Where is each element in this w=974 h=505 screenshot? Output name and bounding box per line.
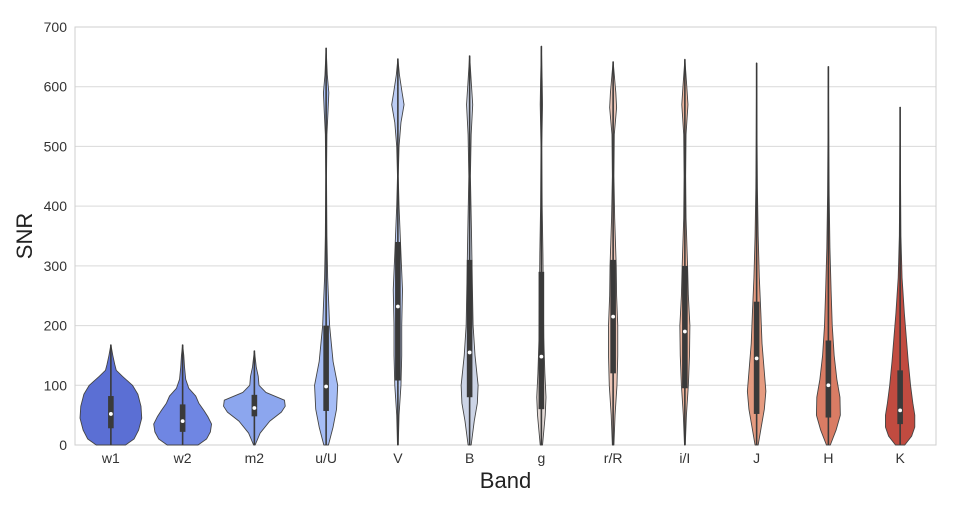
violin-median [324,384,329,389]
violin-i-I [679,58,691,446]
violin-median [108,412,113,416]
x-axis-label: Band [480,468,531,493]
x-tick-label: u/U [315,450,337,466]
violin-median [395,304,400,309]
y-tick-label: 400 [44,198,68,214]
violin-median [898,408,903,413]
violin-m2 [223,350,286,446]
violin-iqr [825,340,832,418]
y-tick-label: 600 [44,79,68,95]
plot-frame [74,26,937,446]
violin-iqr [682,265,688,389]
x-tick-label: w1 [101,450,120,466]
y-tick-label: 0 [59,437,67,453]
violin-iqr [251,394,258,417]
violin-K [885,106,916,446]
y-tick-label: 500 [44,138,68,154]
x-tick-label: K [895,450,905,466]
violin-w1 [79,344,143,446]
x-tick-label: m2 [245,450,265,466]
violin-iqr [179,404,186,432]
violin-u-U [314,47,339,446]
violin-iqr [323,325,329,411]
violin-median [180,419,185,424]
y-tick-label: 700 [44,19,68,35]
y-axis-label: SNR [12,213,37,259]
x-tick-label: V [393,450,403,466]
x-tick-label: H [823,450,833,466]
violin-median [252,406,257,410]
x-tick-label: B [465,450,474,466]
violin-median [754,356,759,361]
violin-iqr [897,370,903,425]
x-tick-label: g [537,450,545,466]
violin-median [611,314,616,319]
violin-H [815,65,841,446]
x-tick-label: J [753,450,760,466]
violin-g [536,45,547,446]
violin-median [539,354,544,359]
gridlines [75,26,936,446]
violin-w2 [153,344,212,446]
y-tick-label: 100 [44,377,68,393]
x-tick-label: w2 [173,450,192,466]
violin-r-R [608,61,619,446]
y-tick-label: 300 [44,258,68,274]
x-tick-label: r/R [604,450,623,466]
y-tick-label: 200 [44,318,68,334]
violin-median [467,350,472,355]
violin-J [746,62,767,446]
y-tick-labels: 0 100 200 300 400 500 600 700 [44,19,68,453]
violin-V [391,58,405,446]
violin-median [682,329,687,334]
violins [79,45,916,446]
violin-iqr [466,259,473,398]
violin-iqr [538,271,545,410]
violin-iqr [395,241,401,381]
x-tick-label: i/I [679,450,690,466]
violin-B [460,55,479,446]
violin-median [826,383,831,388]
